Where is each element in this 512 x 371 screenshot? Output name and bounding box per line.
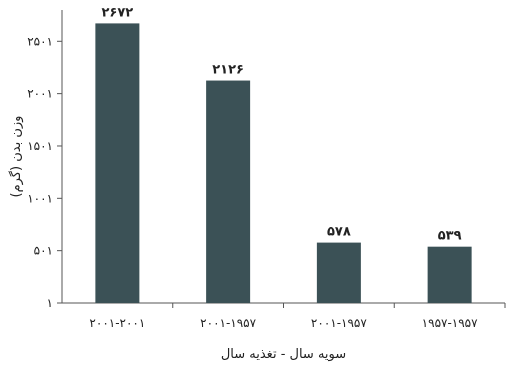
x-tick-label: ۱۹۵۷-۱۹۵۷: [422, 316, 478, 330]
x-tick-label: ۲۰۰۱-۲۰۰۱: [89, 316, 145, 330]
y-tick-label: ۲۰۰۱: [27, 87, 53, 101]
bar-value-label: ۵۷۸: [327, 225, 351, 240]
y-tick-label: ۱۵۰۱: [27, 139, 53, 153]
x-axis-title: سویه سال - تغذیه سال: [221, 347, 346, 362]
x-tick-label: ۲۰۰۱-۱۹۵۷: [311, 316, 367, 330]
y-tick-label: ۵۰۱: [34, 244, 53, 258]
bar: [95, 23, 140, 303]
bar: [206, 80, 251, 304]
bar-value-label: ۲۶۷۲: [102, 5, 134, 20]
y-tick-label: ۱: [47, 296, 53, 310]
y-tick-label: ۱۰۰۱: [27, 191, 53, 205]
bar: [316, 242, 361, 303]
y-tick-label: ۲۵۰۱: [27, 34, 53, 48]
bars: [95, 23, 472, 304]
bar: [427, 246, 472, 303]
x-axis: [62, 302, 506, 308]
y-axis-title: وزن بدن (گرم): [8, 116, 24, 198]
bar-value-label: ۵۳۹: [438, 229, 462, 244]
x-tick-labels: ۲۰۰۱-۲۰۰۱ ۲۰۰۱-۱۹۵۷ ۲۰۰۱-۱۹۵۷ ۱۹۵۷-۱۹۵۷: [89, 316, 478, 330]
value-labels: ۲۶۷۲ ۲۱۲۶ ۵۷۸ ۵۳۹: [102, 5, 462, 243]
x-tick-label: ۲۰۰۱-۱۹۵۷: [200, 316, 256, 330]
bar-value-label: ۲۱۲۶: [212, 63, 244, 78]
